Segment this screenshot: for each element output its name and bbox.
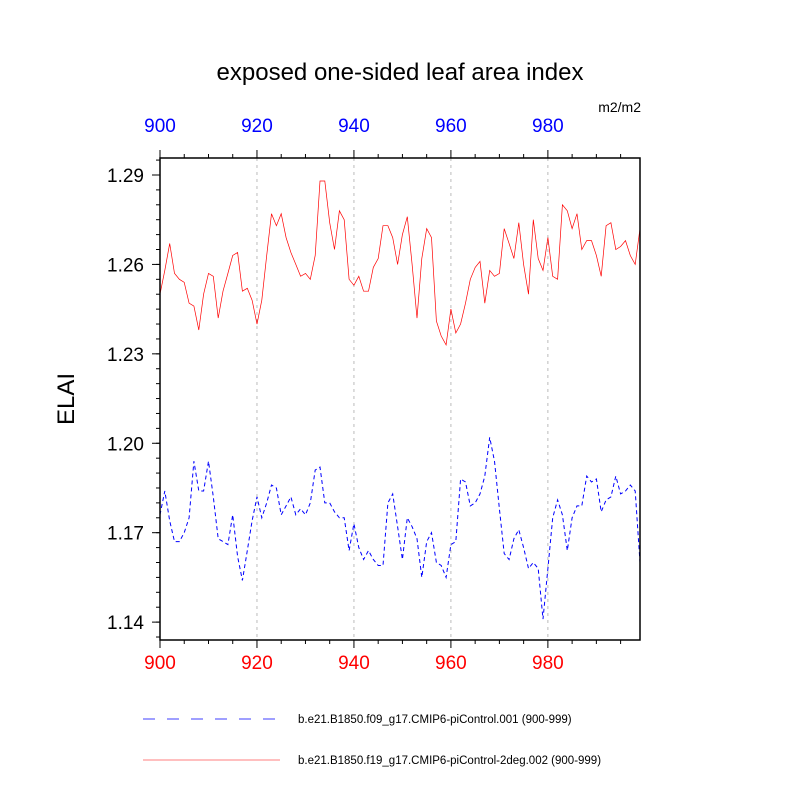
y-tick-label: 1.20 [107, 434, 144, 455]
y-tick-label: 1.17 [107, 524, 144, 545]
x-tick-label-bottom: 960 [435, 653, 467, 674]
grid-lines [256, 158, 549, 640]
y-tick-label: 1.23 [107, 345, 144, 366]
axis-ticks: 900 900 920 920 940 940 960 960 980 980 1.14 1.17 1.… [107, 116, 622, 674]
x-tick-label-bottom: 920 [241, 653, 273, 674]
x-tick-label-top: 940 [338, 116, 370, 137]
legend: b.e21.B1850.f09_g17.CMIP6-piControl.001 … [143, 714, 601, 767]
x-tick-label-bottom: 900 [144, 653, 176, 674]
chart-title: exposed one-sided leaf area index [217, 59, 584, 86]
x-tick-label-top: 920 [241, 116, 273, 137]
y-tick-label: 1.29 [107, 166, 144, 187]
legend-label-blue: b.e21.B1850.f09_g17.CMIP6-piControl.001 … [298, 714, 572, 726]
y-axis-label: ELAI [53, 373, 80, 425]
legend-label-red: b.e21.B1850.f19_g17.CMIP6-piControl-2deg… [298, 755, 601, 767]
y-tick-label: 1.26 [107, 255, 144, 276]
y-tick-label: 1.14 [107, 613, 144, 634]
series-line-blue [159, 437, 641, 620]
x-tick-label-bottom: 940 [338, 653, 370, 674]
x-tick-label-top: 900 [144, 116, 176, 137]
plot-frame [159, 157, 641, 641]
series-line-red [159, 180, 641, 346]
units-label: m2/m2 [598, 99, 641, 115]
x-tick-label-top: 980 [532, 116, 564, 137]
x-tick-label-top: 960 [435, 116, 467, 137]
x-tick-label-bottom: 980 [532, 653, 564, 674]
series-group [159, 180, 641, 620]
